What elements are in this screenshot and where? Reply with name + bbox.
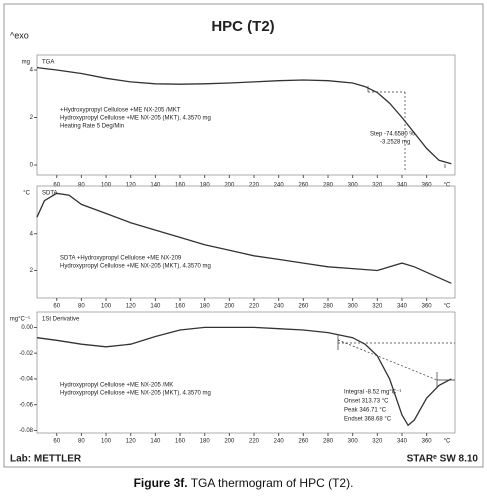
x-tick-label: 80 [78,183,85,189]
x-tick-label: 220 [249,304,260,310]
x-tick-label: 300 [348,304,359,310]
x-tick-label: 320 [372,439,383,445]
y-unit: °C [23,191,30,197]
x-tick-label: 180 [200,439,211,445]
x-tick-label: 120 [126,439,137,445]
x-tick-label: 140 [150,439,161,445]
y-tick-label: -0.08 [19,428,33,434]
annotation: -3.2528 mg [380,140,410,146]
x-unit: °C [444,183,451,189]
x-tick-label: 340 [397,304,408,310]
x-tick-label: 140 [150,183,161,189]
y-tick-label: 2 [30,268,34,274]
x-tick-label: 320 [372,304,383,310]
caption: Figure 3f. TGA thermogram of HPC (T2). [0,476,487,490]
x-tick-label: 180 [200,304,211,310]
figure-border [3,3,484,468]
annotation: Hydroxypropyl Cellulose +ME NX-205 (MKT)… [60,116,211,122]
x-tick-label: 360 [422,304,433,310]
curve [36,66,452,165]
x-tick-label: 280 [323,439,334,445]
x-tick-label: 80 [78,439,85,445]
x-tick-label: 160 [175,439,186,445]
x-tick-label: 340 [397,439,408,445]
annotation: Endset 368.68 °C [344,417,392,423]
panel-label: TGA [42,60,54,66]
lab: Lab: METTLER [10,454,82,465]
annotation: Heating Rate 5 Deg/Min [60,124,124,130]
panel-label: SDTA [42,191,58,197]
x-tick-label: 120 [126,304,137,310]
annotation: +Hydroxypropyl Cellulose +ME NX-205 /MKT [60,108,181,114]
x-tick-label: 220 [249,183,260,189]
annotation: Hydroxypropyl Cellulose +ME NX-205 (MKT)… [60,391,211,397]
x-tick-label: 160 [175,183,186,189]
software: STARᵉ SW 8.10 [407,454,479,465]
annotation: Hydroxypropyl Cellulose +ME NX-205 (MKT)… [60,264,211,270]
x-tick-label: 280 [323,304,334,310]
x-tick-label: 140 [150,304,161,310]
x-tick-label: 160 [175,304,186,310]
x-tick-label: 60 [53,183,60,189]
plot-frame [36,54,456,176]
x-tick-label: 100 [101,183,112,189]
x-tick-label: 300 [348,183,359,189]
annotation: Hydroxypropyl Cellulose +ME NX-205 /MK [60,383,173,389]
panel-label: 1St Derivative [42,317,80,323]
x-tick-label: 240 [274,183,285,189]
x-tick-label: 60 [53,304,60,310]
x-tick-label: 320 [372,183,383,189]
annotation: Integral -8.52 mg°C⁻¹ [344,390,401,396]
y-unit: mg°C⁻¹ [10,317,30,323]
plot-frame [36,185,456,299]
x-tick-label: 100 [101,439,112,445]
x-tick-label: 360 [422,183,433,189]
x-tick-label: 60 [53,439,60,445]
y-tick-label: 2 [30,115,34,121]
x-tick-label: 80 [78,304,85,310]
figure: HPC (T2) ^exo Lab: METTLER STARᵉ SW 8.10… [3,3,484,468]
x-tick-label: 340 [397,183,408,189]
x-tick-label: 260 [298,304,309,310]
exo-label: ^exo [10,30,29,40]
x-unit: °C [444,304,451,310]
curve [36,326,452,427]
x-tick-label: 220 [249,439,260,445]
caption-text: TGA thermogram of HPC (T2). [190,476,354,490]
y-tick-label: -0.04 [19,377,33,383]
x-tick-label: 300 [348,439,359,445]
x-tick-label: 120 [126,183,137,189]
x-tick-label: 280 [323,183,334,189]
x-tick-label: 360 [422,439,433,445]
curve [36,192,452,284]
x-unit: °C [444,439,451,445]
y-tick-label: 0.00 [21,325,33,331]
annotation: Peak 346.71 °C [344,408,387,414]
x-tick-label: 100 [101,304,112,310]
x-tick-label: 260 [298,183,309,189]
y-tick-label: -0.02 [19,351,33,357]
y-tick-label: -0.06 [19,402,33,408]
y-tick-label: 4 [30,231,34,237]
plot-frame [36,311,456,434]
annotation: Step -74.6580 % [370,132,415,138]
guide-line [337,339,438,381]
x-tick-label: 200 [224,439,235,445]
x-tick-label: 200 [224,183,235,189]
y-tick-label: 0 [30,163,34,169]
title: HPC (T2) [211,18,274,35]
x-tick-label: 240 [274,439,285,445]
x-tick-label: 260 [298,439,309,445]
x-tick-label: 240 [274,304,285,310]
x-tick-label: 200 [224,304,235,310]
y-tick-label: 4 [30,68,34,74]
caption-label: Figure 3f. [133,476,188,490]
y-unit: mg [22,60,30,66]
annotation: Onset 313.73 °C [344,399,389,405]
annotation: SDTA +Hydroxypropyl Cellulose +ME NX-209 [60,256,182,262]
x-tick-label: 180 [200,183,211,189]
